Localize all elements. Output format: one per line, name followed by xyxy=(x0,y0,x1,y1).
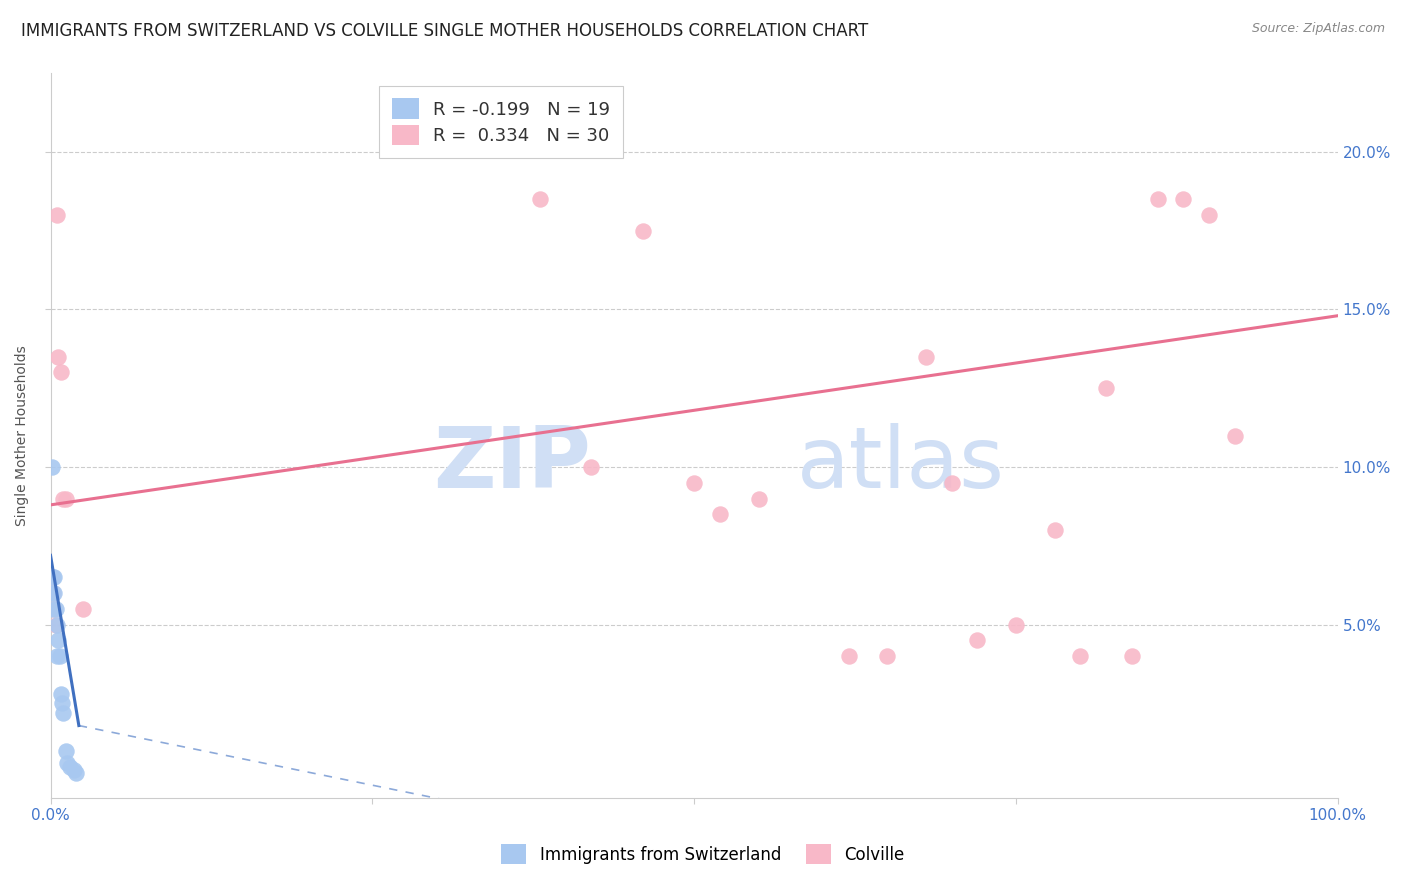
Point xyxy=(45,617,67,632)
Point xyxy=(1146,192,1168,206)
Point xyxy=(876,649,898,664)
Point xyxy=(966,633,988,648)
Point xyxy=(59,759,82,773)
Y-axis label: Single Mother Households: Single Mother Households xyxy=(15,345,30,526)
Point xyxy=(49,687,72,701)
Point xyxy=(579,460,602,475)
Point xyxy=(941,475,963,490)
Point xyxy=(1173,192,1195,206)
Point xyxy=(45,602,67,616)
Point xyxy=(48,649,70,664)
Point xyxy=(65,765,87,780)
Point xyxy=(46,208,69,222)
Point xyxy=(747,491,769,506)
Point xyxy=(46,649,69,664)
Legend: Immigrants from Switzerland, Colville: Immigrants from Switzerland, Colville xyxy=(495,838,911,871)
Point xyxy=(46,617,69,632)
Point xyxy=(51,697,73,711)
Point xyxy=(41,570,63,584)
Point xyxy=(42,602,65,616)
Point xyxy=(52,491,75,506)
Point xyxy=(44,602,66,616)
Point xyxy=(72,602,94,616)
Point xyxy=(44,586,66,600)
Point xyxy=(46,633,69,648)
Point xyxy=(1198,208,1220,222)
Point xyxy=(52,706,75,720)
Point xyxy=(46,350,69,364)
Point xyxy=(1223,428,1246,442)
Point xyxy=(44,570,66,584)
Point xyxy=(631,224,654,238)
Point xyxy=(1005,617,1028,632)
Point xyxy=(62,763,84,777)
Point xyxy=(42,586,65,600)
Point xyxy=(709,508,731,522)
Text: IMMIGRANTS FROM SWITZERLAND VS COLVILLE SINGLE MOTHER HOUSEHOLDS CORRELATION CHA: IMMIGRANTS FROM SWITZERLAND VS COLVILLE … xyxy=(21,22,869,40)
Point xyxy=(1043,523,1066,537)
Point xyxy=(56,756,79,771)
Text: ZIP: ZIP xyxy=(433,423,591,506)
Text: atlas: atlas xyxy=(797,423,1005,506)
Point xyxy=(683,475,706,490)
Legend: R = -0.199   N = 19, R =  0.334   N = 30: R = -0.199 N = 19, R = 0.334 N = 30 xyxy=(380,86,623,158)
Point xyxy=(41,586,63,600)
Point xyxy=(914,350,936,364)
Point xyxy=(1069,649,1091,664)
Point xyxy=(55,491,77,506)
Point xyxy=(838,649,860,664)
Point xyxy=(529,192,551,206)
Point xyxy=(42,570,65,584)
Point xyxy=(55,744,77,758)
Point xyxy=(49,366,72,380)
Text: Source: ZipAtlas.com: Source: ZipAtlas.com xyxy=(1251,22,1385,36)
Point xyxy=(41,460,63,475)
Point xyxy=(1095,381,1118,395)
Point xyxy=(1121,649,1143,664)
